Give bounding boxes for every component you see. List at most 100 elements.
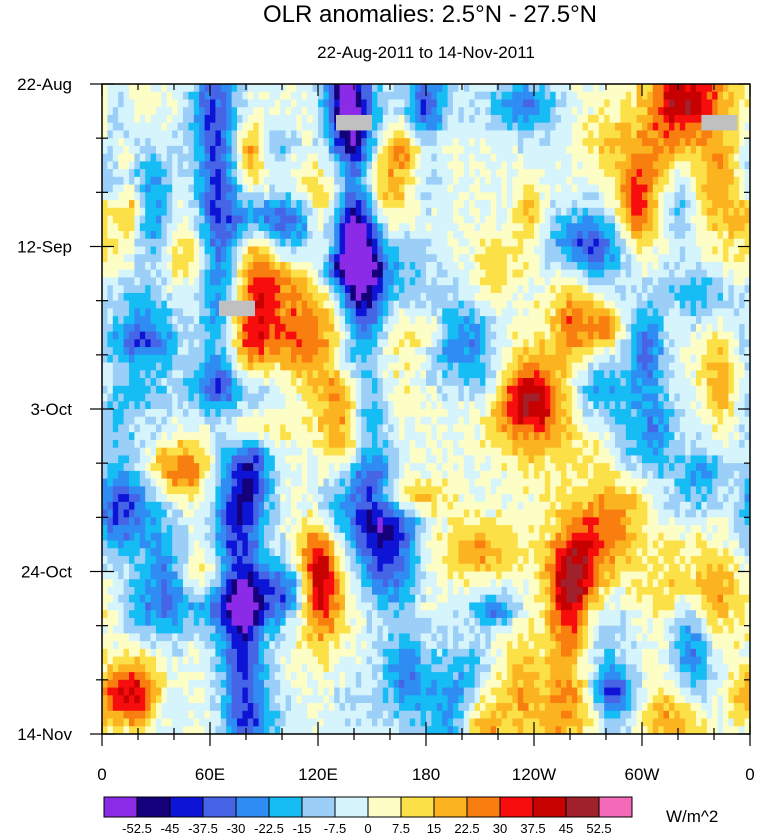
heatmap-cell [107, 354, 114, 364]
heatmap-cell [517, 254, 524, 263]
heatmap-cell [188, 308, 195, 317]
heatmap-cell [625, 292, 632, 302]
heatmap-cell [647, 169, 654, 178]
heatmap-cell [577, 114, 584, 124]
heatmap-cell [712, 200, 719, 209]
heatmap-cell [231, 184, 238, 193]
heatmap-cell [690, 215, 697, 224]
heatmap-cell [642, 99, 648, 108]
heatmap-cell [134, 200, 141, 209]
heatmap-cell [156, 292, 162, 302]
heatmap-cell [134, 107, 141, 116]
heatmap-cell [377, 378, 384, 387]
heatmap-cell [393, 246, 400, 255]
heatmap-cell [474, 91, 481, 101]
heatmap-cell [663, 385, 670, 395]
heatmap-cell [247, 401, 254, 410]
heatmap-cell [242, 114, 249, 124]
heatmap-cell [291, 192, 297, 201]
heatmap-cell [312, 238, 319, 248]
heatmap-cell [199, 114, 206, 124]
heatmap-cell [555, 378, 562, 387]
heatmap-cell [237, 169, 243, 178]
heatmap-cell [220, 169, 227, 178]
heatmap-cell [598, 323, 605, 333]
heatmap-cell [739, 277, 746, 286]
heatmap-cell [377, 354, 384, 364]
heatmap-cell [512, 347, 519, 356]
heatmap-cell [490, 184, 497, 193]
heatmap-cell [744, 130, 750, 139]
heatmap-cell [744, 393, 750, 402]
heatmap-cell [528, 184, 535, 193]
heatmap-cell [523, 316, 530, 325]
heatmap-cell [501, 354, 508, 364]
heatmap-cell [183, 378, 189, 387]
heatmap-cell [150, 91, 157, 101]
heatmap-cell [512, 378, 519, 387]
heatmap-cell [420, 254, 427, 263]
heatmap-cell [318, 223, 324, 232]
heatmap-cell [582, 378, 589, 387]
heatmap-cell [301, 401, 308, 410]
heatmap-cell [183, 308, 189, 317]
heatmap-cell [355, 223, 362, 232]
heatmap-cell [669, 107, 675, 116]
heatmap-cell [442, 207, 449, 217]
heatmap-cell [323, 261, 330, 271]
heatmap-cell [485, 385, 492, 395]
heatmap-cell [512, 285, 519, 294]
heatmap-cell [247, 91, 254, 101]
heatmap-cell [679, 114, 686, 124]
heatmap-cell [690, 347, 697, 356]
heatmap-cell [204, 354, 211, 364]
heatmap-cell [685, 285, 692, 294]
heatmap-cell [199, 401, 206, 410]
heatmap-cell [571, 362, 578, 371]
heatmap-cell [701, 84, 708, 93]
heatmap-cell [123, 339, 130, 348]
heatmap-cell [528, 316, 535, 325]
heatmap-cell [307, 323, 314, 333]
heatmap-cell [463, 231, 470, 240]
heatmap-cell [593, 277, 600, 286]
heatmap-cell [134, 153, 141, 162]
heatmap-cell [377, 161, 384, 170]
heatmap-cell [588, 91, 594, 101]
heatmap-cell [409, 362, 416, 371]
heatmap-cell [399, 238, 405, 248]
heatmap-cell [188, 347, 195, 356]
heatmap-cell [361, 246, 368, 255]
heatmap-cell [269, 114, 276, 124]
heatmap-cell [566, 122, 573, 132]
heatmap-cell [139, 192, 146, 201]
heatmap-cell [318, 91, 324, 101]
heatmap-cell [712, 99, 719, 108]
heatmap-cell [555, 145, 562, 155]
heatmap-cell [334, 91, 341, 101]
heatmap-cell [237, 130, 243, 139]
heatmap-cell [264, 378, 270, 387]
heatmap-cell [280, 223, 287, 232]
heatmap-cell [102, 223, 108, 232]
heatmap-cell [744, 215, 750, 224]
heatmap-cell [539, 277, 546, 286]
heatmap-cell [458, 99, 465, 108]
heatmap-cell [652, 316, 659, 325]
heatmap-cell [193, 292, 200, 302]
heatmap-cell [247, 347, 254, 356]
heatmap-cell [161, 145, 168, 155]
heatmap-cell [701, 300, 708, 310]
heatmap-cell [517, 91, 524, 101]
heatmap-cell [345, 184, 351, 193]
heatmap-cell [507, 300, 513, 310]
heatmap-cell [301, 261, 308, 271]
heatmap-cell [350, 370, 357, 379]
heatmap-cell [679, 370, 686, 379]
heatmap-cell [145, 238, 152, 248]
heatmap-cell [274, 277, 281, 286]
heatmap-cell [404, 339, 411, 348]
heatmap-cell [436, 138, 443, 147]
heatmap-cell [318, 316, 324, 325]
heatmap-cell [409, 231, 416, 240]
